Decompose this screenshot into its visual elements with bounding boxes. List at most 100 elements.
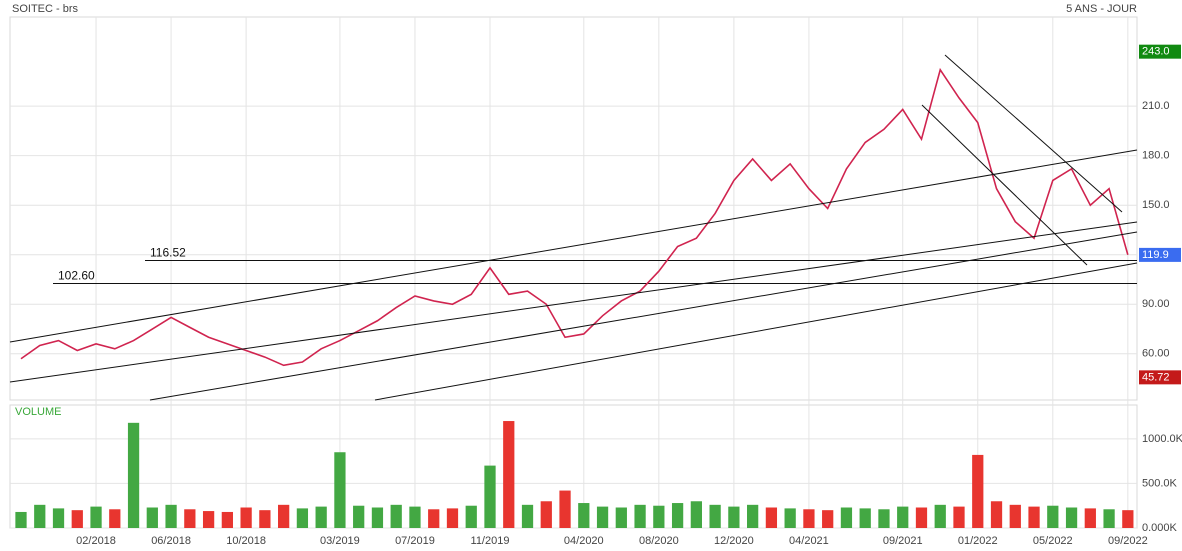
volume-bar	[765, 507, 778, 528]
volume-bar	[353, 505, 365, 528]
volume-bar	[803, 509, 815, 528]
volume-bar	[747, 504, 759, 528]
y-tick-label: 180.0	[1142, 150, 1170, 162]
trend-line	[9, 221, 1138, 383]
trend-line	[944, 54, 1123, 213]
volume-bar	[1047, 505, 1059, 528]
price-label: 119.9	[1142, 249, 1169, 261]
price-frame	[9, 16, 1138, 401]
volume-bar	[146, 507, 158, 528]
volume-bar	[446, 508, 459, 528]
x-tick-label: 03/2019	[320, 535, 360, 547]
volume-bar	[953, 506, 965, 528]
x-tick-label: 10/2018	[226, 535, 266, 547]
volume-bar	[221, 511, 233, 528]
volume-bar	[371, 507, 384, 528]
y-tick-label: 90.00	[1142, 298, 1170, 310]
volume-bar	[990, 501, 1003, 528]
y-tick-label: 0.000K	[1142, 522, 1178, 534]
price-label: 243.0	[1142, 46, 1170, 58]
volume-bar	[165, 504, 177, 528]
volume-bar	[784, 508, 796, 528]
level-label: 102.60	[58, 269, 95, 283]
volume-bar	[934, 504, 946, 528]
volume-bar	[615, 507, 627, 528]
volume-bar	[1065, 507, 1078, 528]
volume-bar	[15, 511, 27, 528]
volume-bar	[521, 504, 534, 528]
volume-bar	[596, 506, 609, 528]
volume-bar	[709, 504, 721, 528]
volume-bar	[690, 501, 702, 528]
y-tick-label: 500.0K	[1142, 477, 1178, 489]
volume-bar	[278, 504, 290, 528]
chart-subtitle: 5 ANS - JOUR	[1066, 3, 1137, 15]
volume-bar	[90, 506, 102, 528]
trend-line	[9, 149, 1138, 343]
x-tick-label: 08/2020	[639, 535, 679, 547]
volume-bar	[840, 507, 853, 528]
volume-bar	[52, 508, 65, 528]
volume-bar	[634, 504, 646, 528]
volume-bar	[34, 504, 46, 528]
y-tick-label: 210.0	[1142, 100, 1170, 112]
volume-bar	[540, 501, 552, 528]
x-tick-label: 11/2019	[471, 535, 510, 547]
trend-lines	[9, 54, 1138, 401]
x-tick-label: 04/2021	[789, 535, 829, 547]
volume-bar	[259, 510, 271, 528]
marks: 02/2018 06/2018 10/2018 03/2019 07/2019 11/20…	[10, 17, 1182, 547]
chart-title: SOITEC - brs	[12, 3, 79, 15]
volume-bar	[671, 503, 684, 528]
trend-line	[374, 262, 1138, 401]
volume-bar	[878, 509, 890, 528]
volume-bar	[859, 508, 871, 528]
volume-bar	[484, 465, 496, 528]
volume-bar	[559, 490, 571, 528]
y-tick-label: 60.00	[1142, 348, 1170, 360]
x-tick-label: 01/2022	[958, 535, 998, 547]
volume-bar	[334, 452, 346, 528]
volume-frame	[9, 404, 1138, 529]
volume-bar	[109, 509, 121, 528]
x-tick-label: 12/2020	[714, 535, 754, 547]
volume-bar	[315, 506, 327, 528]
x-tick-label: 07/2019	[395, 535, 435, 547]
level-label: 116.52	[150, 246, 186, 260]
x-tick-label: 05/2022	[1033, 535, 1073, 547]
price-line	[20, 67, 1129, 367]
volume-bar	[972, 454, 984, 528]
volume-bar	[1009, 504, 1021, 528]
volume-bar	[897, 506, 909, 528]
volume-bar	[915, 507, 928, 528]
volume-bar	[127, 422, 140, 528]
volume-bar	[728, 506, 740, 528]
x-tick-label: 04/2020	[564, 535, 604, 547]
volume-bar	[578, 503, 590, 528]
volume-bar	[822, 510, 834, 528]
volume-bar	[202, 511, 215, 528]
y-tick-label: 150.0	[1142, 199, 1170, 211]
volume-bar	[428, 509, 440, 528]
trend-line	[921, 104, 1088, 266]
volume-title: VOLUME	[15, 406, 61, 418]
volume-bar	[503, 421, 515, 528]
volume-bar	[71, 510, 83, 528]
volume-bar	[184, 509, 196, 528]
volume-bar	[1103, 509, 1115, 528]
volume-bar	[1028, 506, 1040, 528]
price-label-box	[1139, 44, 1181, 59]
x-tick-label: 09/2022	[1108, 535, 1148, 547]
volume-bar	[240, 507, 252, 528]
volume-bar	[1084, 508, 1096, 528]
x-tick-label: 06/2018	[151, 535, 191, 547]
y-tick-label: 1000.0K	[1142, 433, 1182, 445]
x-tick-label: 09/2021	[883, 535, 923, 547]
volume-bar	[296, 508, 309, 528]
volume-bar	[653, 505, 665, 528]
volume-bar	[409, 506, 421, 528]
volume-bar	[1122, 510, 1134, 528]
price-label-box	[1139, 370, 1181, 385]
price-label-box	[1139, 247, 1181, 262]
